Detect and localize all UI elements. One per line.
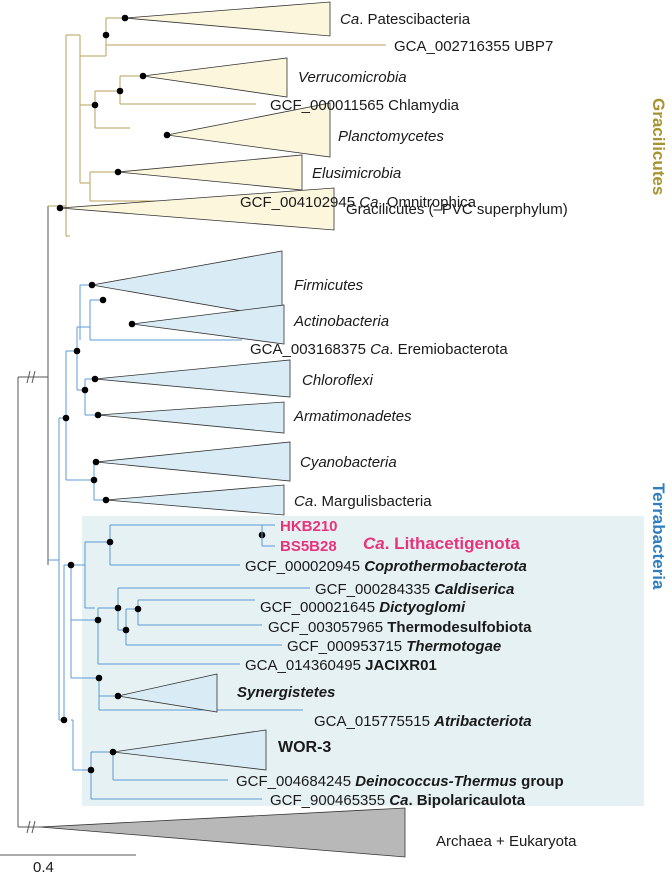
label-dictyoglomi: GCF_000021645 Dictyoglomi xyxy=(260,599,466,616)
label-cyanobacteria: Cyanobacteria xyxy=(300,454,397,471)
label-bipolaricaulota: GCF_900465355 Ca. Bipolaricaulota xyxy=(270,792,526,809)
clade-actinobacteria xyxy=(131,304,285,345)
label-caldiserica: GCF_000284335 Caldiserica xyxy=(315,581,514,598)
root-branches xyxy=(17,206,49,834)
label-margulisbacteria: Ca. Margulisbacteria xyxy=(294,493,432,510)
clade-patescibacteria xyxy=(124,1,331,37)
scale-bar-label: 0.4 xyxy=(33,859,54,873)
label-ubp7: GCA_002716355 UBP7 xyxy=(394,38,553,55)
group-label-terrabacteria: Terrabacteria xyxy=(649,483,668,590)
label-jacixr01: GCA_014360495 JACIXR01 xyxy=(245,657,437,674)
label-atribacteriota: GCA_015775515 Atribacteriota xyxy=(314,713,532,730)
label-actinobacteria: Actinobacteria xyxy=(293,313,389,330)
label-patescibacteria: Ca. Patescibacteria xyxy=(340,11,471,28)
label-hkb210: HKB210 xyxy=(280,518,338,535)
label-firmicutes: Firmicutes xyxy=(294,277,364,294)
label-bs5b28: BS5B28 xyxy=(280,538,337,555)
clade-chloroflexi xyxy=(94,359,291,398)
label-deinococcus-thermus: GCF_004684245 Deinococcus-Thermus group xyxy=(236,773,564,790)
label-wor3: WOR-3 xyxy=(278,739,331,756)
clade-margulisbacteria xyxy=(105,484,285,516)
label-thermodesulfobiota: GCF_003057965 Thermodesulfobiota xyxy=(268,619,532,636)
label-lithacetigenota: Ca. Lithacetigenota xyxy=(363,534,520,553)
clade-armatimonadetes xyxy=(97,401,285,434)
clade-gracilicutes-pvc xyxy=(59,187,335,231)
label-armatimonadetes: Armatimonadetes xyxy=(293,408,412,425)
label-elusimicrobia: Elusimicrobia xyxy=(312,165,401,182)
label-verrucomicrobia: Verrucomicrobia xyxy=(298,69,407,86)
label-gracilicutes-pvc: Gracilicutes (–PVC superphylum) xyxy=(346,201,568,218)
label-omnitrophica: GCF_004102945 Ca. Omnitrophica xyxy=(240,194,477,211)
lithacetigenota-branches xyxy=(261,524,275,547)
label-eremiobacterota: GCA_003168375 Ca. Eremiobacterota xyxy=(250,341,508,358)
label-archaea-eukaryota: Archaea + Eukaryota xyxy=(436,833,577,850)
terrabacteria-triangles xyxy=(91,250,291,771)
clade-firmicutes xyxy=(91,250,283,319)
group-label-gracilicutes: Gracilicutes xyxy=(649,98,668,195)
label-coprothermobacterota: GCF_000020945 Coprothermobacterota xyxy=(245,558,527,575)
clade-archaea-eukaryota xyxy=(39,807,406,858)
label-thermotogae: GCF_000953715 Thermotogae xyxy=(287,638,501,655)
label-chloroflexi: Chloroflexi xyxy=(302,372,374,389)
gracilicutes-triangles xyxy=(59,1,335,231)
node-dots xyxy=(56,14,266,774)
clade-wor3 xyxy=(112,729,267,771)
label-planctomycetes: Planctomycetes xyxy=(338,128,444,145)
label-synergistetes: Synergistetes xyxy=(237,684,335,701)
clade-verrucomicrobia xyxy=(142,57,288,98)
clade-elusimicrobia xyxy=(117,154,303,191)
terrabacteria-branches xyxy=(48,284,310,800)
label-chlamydia: GCF_000011565 Chlamydia xyxy=(270,97,460,114)
clade-planctomycetes xyxy=(166,102,331,158)
clade-synergistetes xyxy=(117,673,218,713)
clade-cyanobacteria xyxy=(95,441,291,482)
